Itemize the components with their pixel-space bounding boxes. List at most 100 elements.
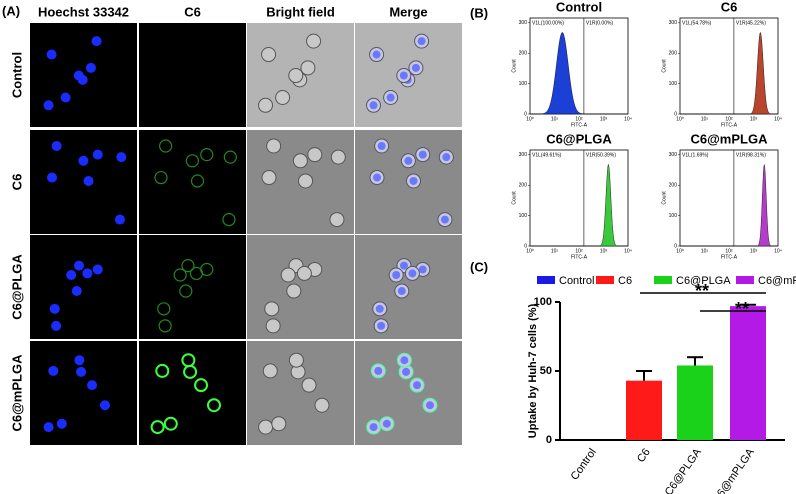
nucleus bbox=[73, 70, 84, 81]
x-label: FITC-A bbox=[571, 254, 588, 260]
column-header: Hoechst 33342 bbox=[38, 4, 129, 19]
nucleus-merge bbox=[399, 261, 408, 270]
x-tick-label: 10² bbox=[725, 248, 733, 254]
x-tick-label: 10¹ bbox=[551, 248, 559, 254]
panel-label: (C) bbox=[470, 259, 488, 274]
nucleus bbox=[47, 172, 58, 183]
nucleus bbox=[76, 366, 87, 377]
y-tick-label: 0 bbox=[524, 111, 527, 117]
x-tick-label: 10³ bbox=[600, 116, 608, 122]
micrograph bbox=[355, 235, 462, 339]
histogram bbox=[680, 164, 778, 247]
cell-bf bbox=[329, 212, 345, 228]
hist-frame bbox=[529, 17, 629, 115]
x-tick-label: 10¹ bbox=[701, 116, 709, 122]
nucleus-merge bbox=[402, 367, 411, 376]
row-header: Control bbox=[9, 52, 24, 98]
y-label: Count bbox=[511, 191, 517, 205]
nucleus-merge bbox=[369, 101, 378, 110]
column-header: Bright field bbox=[266, 4, 335, 19]
nucleus-merge bbox=[374, 366, 383, 375]
nucleus-merge bbox=[411, 63, 420, 72]
y-tick-label: 100 bbox=[519, 81, 528, 87]
cell-fluor bbox=[150, 420, 165, 435]
nucleus-merge bbox=[377, 321, 386, 330]
legend-label: C6@PLGA bbox=[676, 275, 731, 287]
nucleus-merge bbox=[377, 142, 386, 151]
x-tick-label: 10⁰ bbox=[676, 116, 684, 122]
y-label: Count bbox=[661, 59, 667, 73]
y-tick-label: 200 bbox=[669, 183, 678, 189]
cell-bf bbox=[280, 267, 296, 283]
y-label: Count bbox=[661, 191, 667, 205]
nucleus bbox=[82, 268, 93, 279]
bar bbox=[677, 365, 713, 440]
x-tick-label: C6 bbox=[635, 447, 653, 465]
cell-bf bbox=[301, 377, 317, 393]
cell-bf bbox=[258, 97, 274, 113]
micrograph bbox=[139, 23, 246, 127]
y-label: Count bbox=[511, 59, 517, 73]
hist-frame bbox=[529, 149, 629, 247]
nucleus bbox=[51, 320, 62, 331]
gate-label: V1L(1.69%) bbox=[682, 152, 709, 158]
cell-bf bbox=[306, 33, 322, 49]
micrograph bbox=[139, 235, 246, 339]
nucleus-merge bbox=[417, 37, 426, 46]
cell-fluor bbox=[163, 416, 178, 431]
cell-fluor bbox=[185, 154, 199, 168]
x-tick-label: 10³ bbox=[600, 248, 608, 254]
y-tick-label: 100 bbox=[534, 296, 552, 308]
gate-label: V1L(100.00%) bbox=[532, 20, 564, 26]
x-tick-label: C6@mPLGA bbox=[710, 446, 757, 494]
nucleus bbox=[46, 49, 57, 60]
micrograph bbox=[139, 130, 246, 234]
nucleus bbox=[91, 36, 102, 47]
bar bbox=[626, 380, 662, 440]
nucleus bbox=[78, 155, 89, 166]
cell-fluor bbox=[200, 148, 214, 162]
x-tick-label: 10⁰ bbox=[526, 248, 534, 254]
histogram bbox=[530, 163, 628, 247]
cell-bf bbox=[298, 173, 314, 189]
nucleus bbox=[99, 400, 110, 411]
hist-title: C6@mPLGA bbox=[691, 131, 769, 146]
cell-fluor bbox=[190, 174, 205, 188]
bar bbox=[730, 306, 766, 440]
x-tick-label: 10⁰ bbox=[676, 248, 684, 254]
hist-title: C6@PLGA bbox=[546, 131, 612, 146]
y-tick-label: 200 bbox=[519, 51, 528, 57]
x-tick-label: 10⁴ bbox=[624, 248, 632, 254]
nucleus-merge bbox=[442, 153, 451, 162]
cell-bf bbox=[307, 147, 323, 163]
cell-bf bbox=[288, 68, 304, 84]
nucleus bbox=[92, 149, 103, 160]
x-tick-label: 10³ bbox=[750, 116, 758, 122]
cell-bf bbox=[266, 138, 282, 154]
cell-bf bbox=[296, 265, 312, 281]
cell-fluor bbox=[155, 363, 170, 378]
row-header: C6@mPLGA bbox=[9, 354, 24, 432]
cell-fluor bbox=[159, 139, 173, 153]
cell-fluor bbox=[158, 319, 172, 333]
gate-label: V1L(54.78%) bbox=[682, 20, 712, 26]
legend-swatch bbox=[736, 276, 754, 284]
x-label: FITC-A bbox=[571, 122, 588, 128]
cell-bf bbox=[288, 352, 304, 368]
y-tick-label: 100 bbox=[519, 213, 528, 219]
x-tick-label: 10³ bbox=[750, 248, 758, 254]
cell-fluor bbox=[173, 268, 187, 282]
nucleus bbox=[85, 62, 96, 73]
cell-fluor bbox=[154, 170, 168, 185]
nucleus bbox=[83, 175, 94, 186]
histogram bbox=[680, 31, 778, 115]
hist-title: C6 bbox=[721, 0, 738, 14]
cell-bf bbox=[261, 170, 277, 186]
nucleus-merge bbox=[425, 401, 434, 410]
x-label: FITC-A bbox=[721, 254, 738, 260]
x-tick-label: 10² bbox=[575, 116, 583, 122]
gate-label: V1R(50.39%) bbox=[586, 152, 616, 158]
panel-label: (B) bbox=[470, 5, 488, 20]
nucleus-merge bbox=[397, 287, 406, 296]
